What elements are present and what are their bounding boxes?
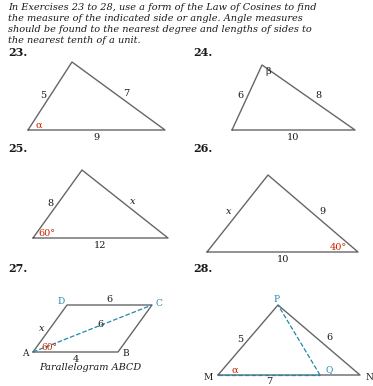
Text: A: A (22, 349, 29, 357)
Text: B: B (122, 349, 129, 357)
Text: x: x (130, 198, 136, 207)
Text: C: C (156, 300, 163, 308)
Text: α: α (36, 120, 42, 129)
Text: 24.: 24. (193, 47, 212, 59)
Text: P: P (274, 295, 280, 303)
Text: 10: 10 (287, 132, 300, 142)
Text: β: β (265, 68, 271, 76)
Text: 6: 6 (237, 91, 243, 100)
Text: 7: 7 (266, 378, 272, 386)
Text: M: M (204, 372, 213, 381)
Text: 4: 4 (72, 354, 79, 364)
Text: α: α (232, 366, 238, 374)
Text: the measure of the indicated side or angle. Angle measures: the measure of the indicated side or ang… (8, 14, 303, 23)
Text: 28.: 28. (193, 262, 212, 274)
Text: D: D (58, 298, 65, 306)
Text: 9: 9 (94, 132, 100, 142)
Text: 9: 9 (319, 207, 325, 216)
Text: 6: 6 (97, 320, 104, 329)
Text: 8: 8 (316, 91, 322, 100)
Text: 5: 5 (40, 91, 46, 100)
Text: 25.: 25. (8, 142, 27, 154)
Text: 12: 12 (94, 240, 107, 249)
Text: 60°: 60° (41, 342, 57, 352)
Text: should be found to the nearest degree and lengths of sides to: should be found to the nearest degree an… (8, 25, 312, 34)
Text: In Exercises 23 to 28, use a form of the Law of Cosines to find: In Exercises 23 to 28, use a form of the… (8, 3, 317, 12)
Text: N: N (365, 372, 373, 381)
Text: x: x (226, 207, 231, 216)
Text: 27.: 27. (8, 262, 27, 274)
Text: 23.: 23. (8, 47, 27, 59)
Text: x: x (39, 324, 45, 333)
Text: 6: 6 (326, 334, 332, 342)
Text: 7: 7 (123, 90, 130, 98)
Text: Q: Q (325, 366, 332, 374)
Text: the nearest tenth of a unit.: the nearest tenth of a unit. (8, 36, 141, 45)
Text: 40°: 40° (329, 242, 347, 252)
Text: 26.: 26. (193, 142, 212, 154)
Text: 6: 6 (106, 295, 113, 303)
Text: 5: 5 (237, 335, 243, 344)
Text: Parallelogram ABCD: Parallelogram ABCD (40, 364, 142, 372)
Text: 8: 8 (47, 200, 54, 208)
Text: 60°: 60° (38, 229, 56, 237)
Text: 10: 10 (276, 254, 289, 264)
